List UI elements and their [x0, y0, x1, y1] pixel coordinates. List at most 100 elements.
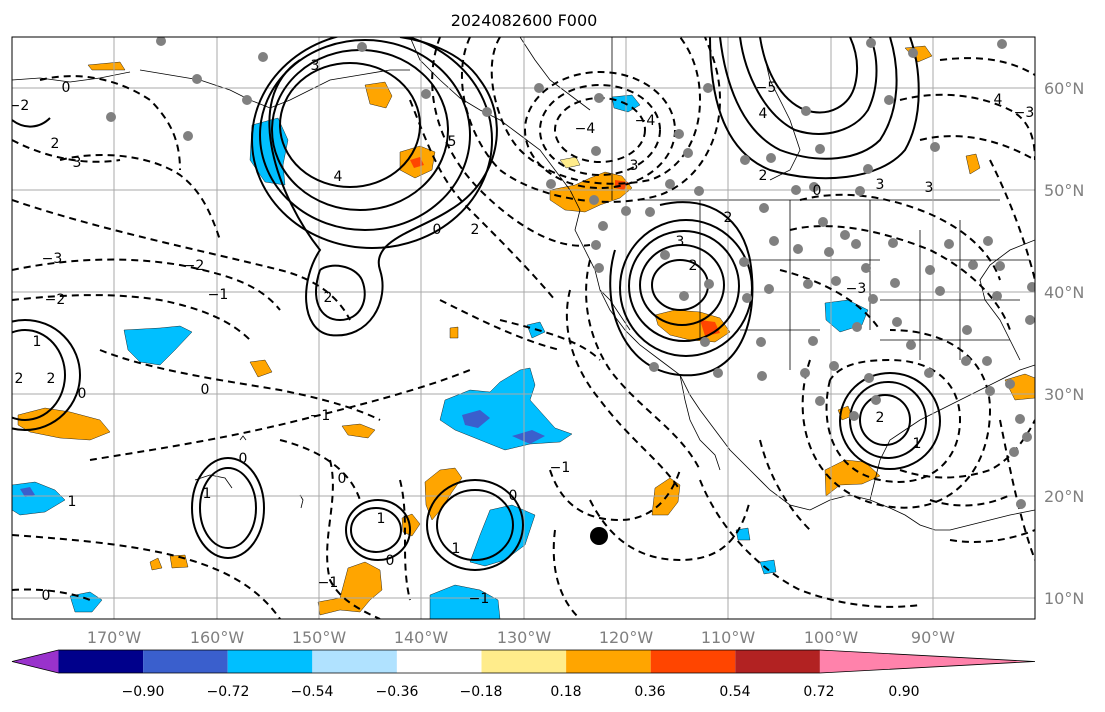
lon-label: 170°W [87, 628, 142, 647]
contour-label: −4 [635, 113, 656, 129]
contour-label: 1 [68, 494, 77, 510]
contour-label: 3 [876, 177, 885, 193]
lat-label: 40°N [1044, 283, 1084, 302]
contour-label: 2 [47, 371, 56, 387]
colorbar-tick-label: −0.90 [122, 684, 165, 700]
contour-label: 2 [689, 258, 698, 274]
contour-label: 1 [203, 486, 212, 502]
contour-label: −1 [318, 575, 339, 591]
colorbar-segment [819, 650, 1035, 673]
contour-label: 2 [51, 136, 60, 152]
contour-label: 0 [433, 222, 442, 238]
contour-label: 2 [876, 410, 885, 426]
contour-label: −3 [42, 251, 63, 267]
lat-label: 10°N [1044, 589, 1084, 608]
contour-label: −4 [575, 121, 596, 137]
lon-label: 160°W [190, 628, 245, 647]
colorbar-segment [566, 650, 651, 673]
contour-label: 0 [338, 471, 347, 487]
contour-label: 0 [201, 382, 210, 398]
center-marker [590, 527, 608, 545]
contour-labels: 0 2 3 −2 3 5 4 0 −4 −4 3 2 −5 4 2 0 3 3 … [9, 58, 1035, 607]
lon-label: 120°W [599, 628, 654, 647]
contour-label: 0 [62, 80, 71, 96]
lon-label: 90°W [911, 628, 955, 647]
colorbar-segments [11, 649, 1036, 674]
gridlines [12, 37, 1035, 619]
colorbar-segment [481, 650, 567, 673]
lat-label: 50°N [1044, 181, 1084, 200]
contour-label: 2 [759, 168, 768, 184]
contour-label: 1 [913, 436, 922, 452]
colorbar: −0.90 −0.72 −0.54 −0.36 −0.18 0.18 0.36 … [11, 649, 1036, 700]
colorbar-tick-label: −0.54 [291, 684, 334, 700]
lon-label: 100°W [804, 628, 859, 647]
contour-label: 0 [509, 488, 518, 504]
contour-label: 0 [813, 183, 822, 199]
contour-label: 3 [311, 58, 320, 74]
longitude-labels: 170°W 160°W 150°W 140°W 130°W 120°W 110°… [87, 628, 955, 647]
colorbar-tick-label: 0.54 [719, 684, 750, 700]
contour-label: 5 [448, 134, 457, 150]
colorbar-segment [312, 650, 397, 673]
contour-label: −1 [469, 591, 490, 607]
contour-label: 2 [724, 210, 733, 226]
map-frame [11, 36, 1036, 620]
colorbar-tick-label: 0.36 [634, 684, 665, 700]
contour-label: 1 [33, 334, 42, 350]
contour-label: −3 [846, 281, 867, 297]
colorbar-tick-label: −0.18 [460, 684, 503, 700]
colorbar-outline [11, 649, 1036, 674]
lon-label: 110°W [701, 628, 756, 647]
contour-label: 4 [334, 169, 343, 185]
lat-label: 30°N [1044, 385, 1084, 404]
contour-label: 3 [73, 155, 82, 171]
colorbar-tick-label: 0.18 [550, 684, 581, 700]
contour-label: 2 [15, 371, 24, 387]
colorbar-segment [143, 650, 228, 673]
contour-label: 1 [452, 541, 461, 557]
contour-label: −1 [310, 408, 331, 424]
contour-label: 4 [759, 106, 768, 122]
contour-label: 3 [676, 234, 685, 250]
lat-label: 20°N [1044, 487, 1084, 506]
contour-label: 4 [994, 92, 1003, 108]
colorbar-segment [650, 650, 736, 673]
lon-label: 130°W [497, 628, 552, 647]
contour-label: 1 [377, 511, 386, 527]
contour-label: 0 [239, 451, 248, 467]
contour-label: −5 [756, 80, 777, 96]
contour-label: −2 [184, 258, 205, 274]
contour-label: 0 [78, 386, 87, 402]
colorbar-segment [735, 650, 820, 673]
contour-label: −2 [9, 98, 30, 114]
contour-label: 2 [471, 222, 480, 238]
contour-label: −1 [208, 287, 229, 303]
map-title: 2024082600 F000 [451, 11, 598, 30]
lon-label: 140°W [394, 628, 449, 647]
lat-label: 60°N [1044, 79, 1084, 98]
contour-label: 3 [630, 158, 639, 174]
colorbar-segment [12, 650, 59, 673]
contour-label: 0 [42, 588, 51, 604]
colorbar-tick-label: 0.90 [888, 684, 919, 700]
contour-label: −3 [1014, 105, 1035, 121]
colorbar-tick-label: 0.72 [803, 684, 834, 700]
contour-label: −2 [45, 292, 66, 308]
contour-label: 3 [925, 180, 934, 196]
colorbar-segment [396, 650, 482, 673]
colorbar-tick-label: −0.36 [376, 684, 419, 700]
contour-label: 0 [386, 553, 395, 569]
colorbar-segment [227, 650, 313, 673]
station-dots [106, 37, 1035, 509]
contour-label: −1 [550, 460, 571, 476]
contour-label: 2 [324, 290, 333, 306]
colorbar-tick-labels: −0.90 −0.72 −0.54 −0.36 −0.18 0.18 0.36 … [122, 684, 920, 700]
colorbar-tick-label: −0.72 [207, 684, 250, 700]
lon-label: 150°W [292, 628, 347, 647]
positive-contours [12, 37, 941, 571]
latitude-labels: 60°N 50°N 40°N 30°N 20°N 10°N [1044, 79, 1084, 608]
map-panel: 0 2 3 −2 3 5 4 0 −4 −4 3 2 −5 4 2 0 3 3 … [9, 37, 1035, 619]
colorbar-segment [58, 650, 144, 673]
